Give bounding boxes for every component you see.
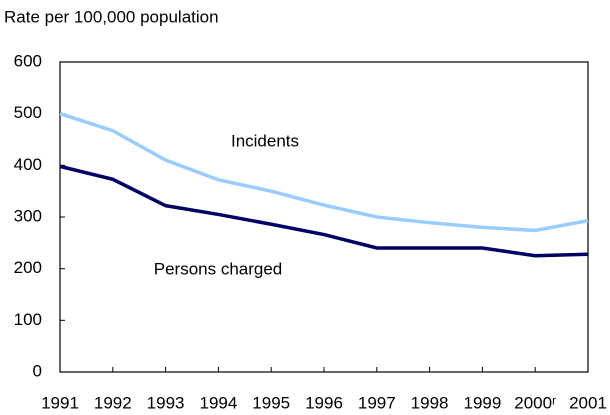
x-tick-label: 1994 — [199, 393, 237, 412]
x-tick-label: 1993 — [147, 393, 185, 412]
plot-frame — [59, 61, 589, 373]
x-tick-label: 1995 — [252, 393, 290, 412]
x-tick-label: 2001 — [569, 393, 607, 412]
x-tick-label: 2000ʳ — [514, 393, 556, 412]
y-tick-label: 0 — [33, 361, 42, 380]
series-line — [59, 164, 589, 258]
y-tick-label: 400 — [14, 155, 42, 174]
series-line — [59, 112, 589, 233]
y-tick-label: 200 — [14, 258, 42, 277]
x-tick-label: 1997 — [358, 393, 396, 412]
x-tick-label: 1992 — [94, 393, 132, 412]
y-tick-label: 100 — [14, 310, 42, 329]
x-tick-label: 1998 — [411, 393, 449, 412]
series-label: Persons charged — [154, 259, 283, 278]
y-tick-label: 300 — [14, 206, 42, 225]
x-tick-label: 1999 — [463, 393, 501, 412]
x-tick-label: 1996 — [305, 393, 343, 412]
x-tick-label: 1991 — [41, 393, 79, 412]
y-axis-label: Rate per 100,000 population — [4, 7, 219, 26]
y-tick-label: 600 — [14, 51, 42, 70]
y-tick-label: 500 — [14, 103, 42, 122]
series-label: Incidents — [231, 131, 299, 150]
